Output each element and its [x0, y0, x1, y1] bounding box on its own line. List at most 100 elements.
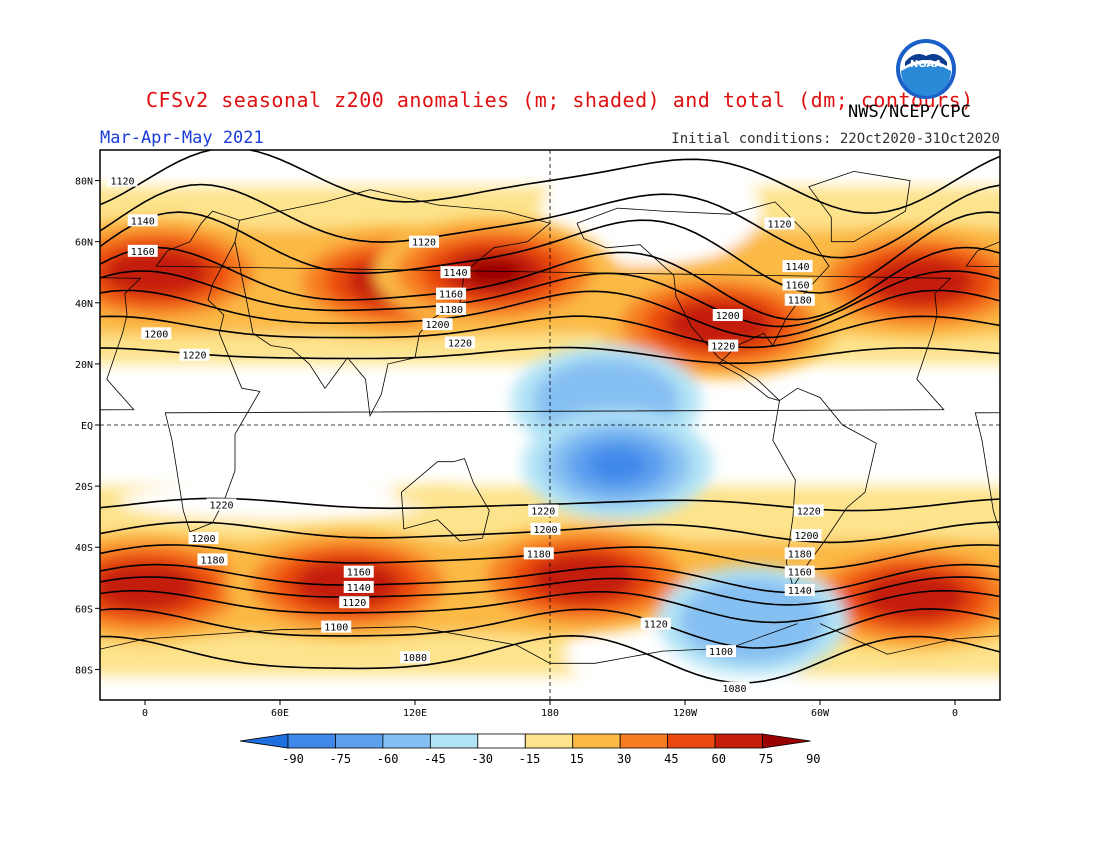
colorbar-swatch — [572, 733, 621, 749]
height-contour — [100, 211, 1000, 294]
colorbar-tick-label: 45 — [664, 752, 678, 766]
contour-label-bg — [321, 620, 352, 633]
height-contour — [100, 563, 1000, 594]
contour-label-bg — [784, 584, 815, 596]
contour-label-bg — [764, 217, 795, 230]
lat-label: 20N — [75, 360, 93, 371]
contour-label-bg — [436, 302, 466, 315]
coastline — [401, 458, 490, 542]
contour-label: 1220 — [711, 342, 735, 353]
lon-label: 180 — [541, 708, 559, 719]
colorbar-tick-label: 60 — [711, 752, 725, 766]
height-contour — [100, 497, 1000, 512]
contour-label-bg — [179, 348, 210, 361]
contour-label: 1120 — [342, 598, 366, 609]
contour-label: 1180 — [439, 305, 463, 316]
contour-label: 1220 — [531, 507, 555, 518]
height-contour — [100, 270, 1000, 328]
lon-label: 120E — [403, 708, 427, 719]
contour-label-bg — [206, 498, 237, 511]
height-contour — [100, 608, 1000, 649]
contour-label: 1200 — [191, 534, 215, 545]
colorbar-swatch — [287, 733, 336, 749]
contour-label-bg — [640, 617, 671, 630]
contour-label-bg — [339, 596, 370, 609]
contour-label-bg — [708, 339, 739, 352]
contour-label: 1200 — [794, 531, 818, 542]
coastline — [100, 623, 798, 664]
contour-label-bg — [784, 547, 815, 560]
contour-label-bg — [528, 504, 559, 517]
colorbar: -90 -75 -60 -45 -30 -15 15 30 45 60 75 90 — [239, 733, 821, 766]
colorbar-swatch — [619, 733, 669, 749]
colorbar-max-arrow — [762, 733, 811, 749]
lon-label: 60E — [271, 708, 289, 719]
contour-label-bg — [107, 174, 138, 187]
contour-label: 1100 — [709, 647, 733, 658]
height-contour — [100, 183, 1000, 259]
figure-title: CFSv2 seasonal z200 anomalies (m; shaded… — [146, 88, 974, 112]
contour-label-bg — [784, 565, 815, 578]
contour-label-bg — [712, 309, 743, 321]
anomaly-center — [588, 448, 647, 482]
colorbar-tick-label: 90 — [806, 752, 820, 766]
contour-label-bg — [197, 553, 228, 566]
contour-label: 1140 — [788, 586, 812, 597]
coastline — [576, 201, 830, 401]
colorbar-swatch — [477, 733, 526, 749]
height-contours — [100, 150, 1000, 684]
reference-lines — [100, 150, 1000, 700]
contour-label-bg — [343, 580, 374, 593]
contour-label-bg — [127, 214, 158, 227]
contour-label: 1160 — [785, 280, 809, 291]
contour-label-bg — [409, 235, 439, 248]
contour-label: 1080 — [722, 684, 746, 695]
noaa-logo: NOAA — [896, 39, 956, 99]
contour-label-bg — [422, 318, 453, 331]
contour-label: 1220 — [448, 339, 472, 350]
longitude-labels: 0 60E 120E 180 120W 60W 0 — [142, 700, 958, 719]
anomaly-center — [531, 553, 636, 602]
height-contour — [100, 589, 1000, 624]
contour-label-bg — [784, 293, 815, 306]
contour-label-bg — [530, 522, 561, 535]
contour-label: 1180 — [788, 296, 812, 307]
height-contour — [100, 346, 1000, 364]
contour-label: 1080 — [403, 653, 427, 664]
lon-label: 60W — [811, 708, 830, 719]
colorbar-tick-label: -75 — [329, 752, 351, 766]
contour-label: 1220 — [209, 500, 233, 511]
coastline — [234, 189, 551, 418]
contour-label: 1140 — [347, 583, 371, 594]
contour-label-bg — [793, 504, 824, 517]
colorbar-tick-label: 75 — [759, 752, 773, 766]
contour-label: 1220 — [797, 507, 821, 518]
contour-label-bg — [343, 565, 374, 578]
contour-label: 1160 — [347, 568, 371, 579]
contour-label: 1100 — [324, 623, 348, 634]
contour-label: 1120 — [767, 219, 791, 230]
noaa-logo-text: NOAA — [910, 59, 942, 70]
contour-label-bg — [706, 645, 736, 658]
colorbar-tick-label: -30 — [471, 752, 493, 766]
height-contour — [100, 576, 1000, 606]
lat-label: 40S — [75, 543, 93, 554]
contour-label-bg — [782, 278, 813, 291]
contour-label: 1160 — [439, 290, 463, 301]
lon-label: 120W — [673, 708, 698, 719]
coastline — [808, 170, 911, 243]
colorbar-tick-label: -90 — [282, 752, 304, 766]
colorbar-min-arrow — [239, 733, 289, 749]
coastline — [0, 388, 66, 587]
contour-label: 1160 — [788, 568, 812, 579]
contour-label-bg — [523, 547, 554, 560]
height-contour — [100, 150, 1000, 214]
coastline — [0, 202, 19, 401]
latitude-labels: 80N 60N 40N 20N EQ 20S 40S 60S 80S — [75, 177, 100, 676]
initial-conditions-label: Initial conditions: 22Oct2020-31Oct2020 — [671, 131, 1000, 147]
contour-label: 1120 — [644, 620, 668, 631]
lat-label: 20S — [75, 482, 93, 493]
coastline — [772, 387, 877, 588]
contour-label: 1160 — [131, 247, 155, 258]
colorbar-tick-label: 15 — [570, 752, 584, 766]
